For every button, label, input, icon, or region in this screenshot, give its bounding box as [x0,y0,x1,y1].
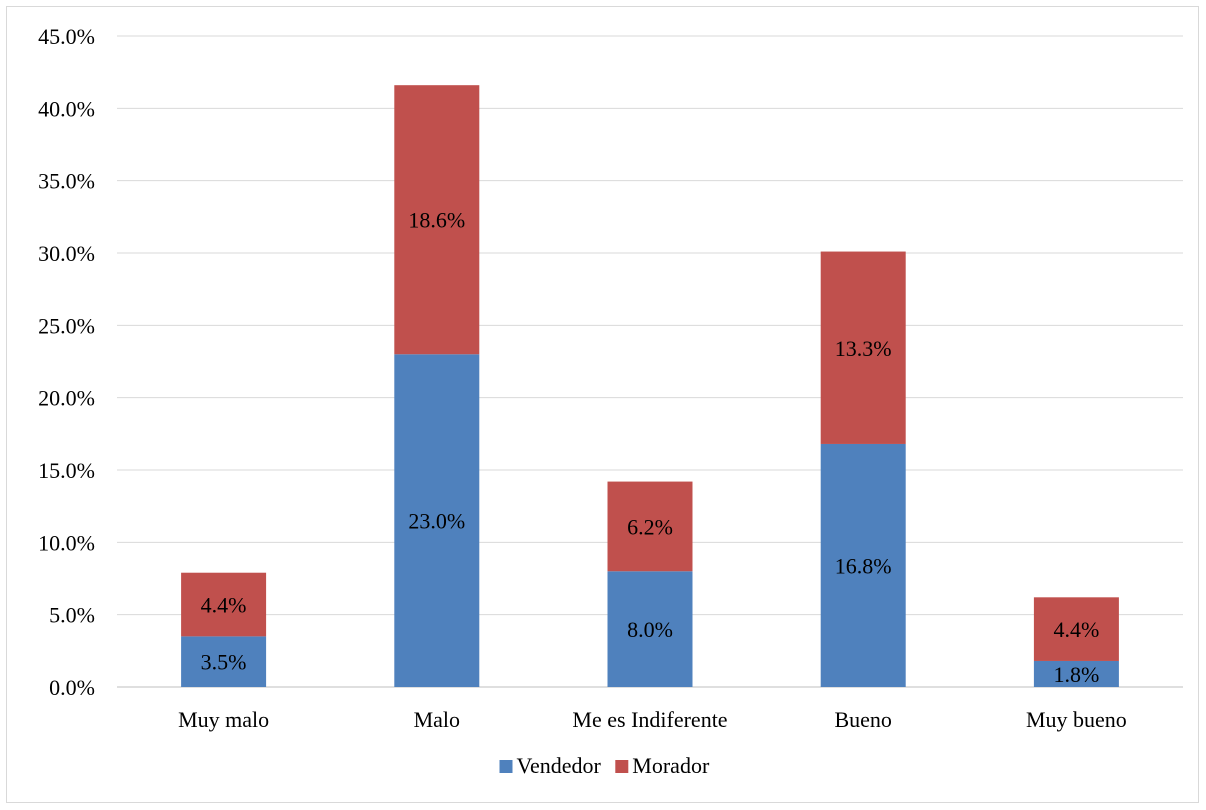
bar-vendedor-1 [394,354,480,687]
bars [181,85,1119,687]
bar-morador-4 [1033,597,1119,661]
legend-swatch-vendedor [499,760,513,773]
y-axis: 0.0% 5.0% 10.0% 15.0% 20.0% 25.0% 30.0% 35.0% 40… [38,24,95,700]
x-category-label: Muy bueno [1026,707,1127,732]
data-label-vendedor: 8.0% [627,617,673,642]
y-tick-label: 0.0% [49,675,95,700]
bar-vendedor-4 [1033,660,1119,687]
data-label-morador: 6.2% [627,514,673,539]
bar-vendedor-2 [607,571,693,687]
y-tick-label: 5.0% [49,603,95,628]
x-category-label: Malo [414,707,460,732]
data-label-morador: 18.6% [408,208,465,233]
data-label-morador: 4.4% [201,593,247,618]
y-tick-label: 25.0% [38,313,95,338]
legend: Vendedor Morador [499,753,710,778]
bar-morador-1 [394,85,480,355]
data-label-morador: 4.4% [1053,617,1099,642]
data-label-vendedor: 16.8% [835,553,892,578]
y-tick-label: 20.0% [38,386,95,411]
x-axis: Muy malo Malo Me es Indiferente Bueno Muy bu… [178,707,1127,732]
legend-label-morador: Morador [632,753,710,778]
y-tick-label: 40.0% [38,96,95,121]
data-labels: 3.5% 4.4% 23.0% 18.6% 8.0% 6.2% 16.8% 13.3% 1.8%… [201,208,1100,687]
y-tick-label: 10.0% [38,530,95,555]
bar-morador-3 [820,251,906,444]
x-category-label: Me es Indiferente [572,707,727,732]
bar-vendedor-0 [181,636,267,687]
data-label-vendedor: 23.0% [408,509,465,534]
y-tick-label: 35.0% [38,169,95,194]
y-tick-label: 30.0% [38,241,95,266]
data-label-vendedor: 3.5% [201,650,247,675]
gridlines [117,35,1183,688]
legend-swatch-morador [615,760,629,773]
x-category-label: Bueno [834,707,891,732]
bar-morador-2 [607,481,693,572]
y-tick-label: 45.0% [38,24,95,49]
x-category-label: Muy malo [178,707,269,732]
legend-label-vendedor: Vendedor [517,753,602,778]
bar-morador-0 [181,572,267,637]
bar-vendedor-3 [820,443,906,687]
data-label-vendedor: 1.8% [1053,662,1099,687]
data-label-morador: 13.3% [835,336,892,361]
y-tick-label: 15.0% [38,458,95,483]
